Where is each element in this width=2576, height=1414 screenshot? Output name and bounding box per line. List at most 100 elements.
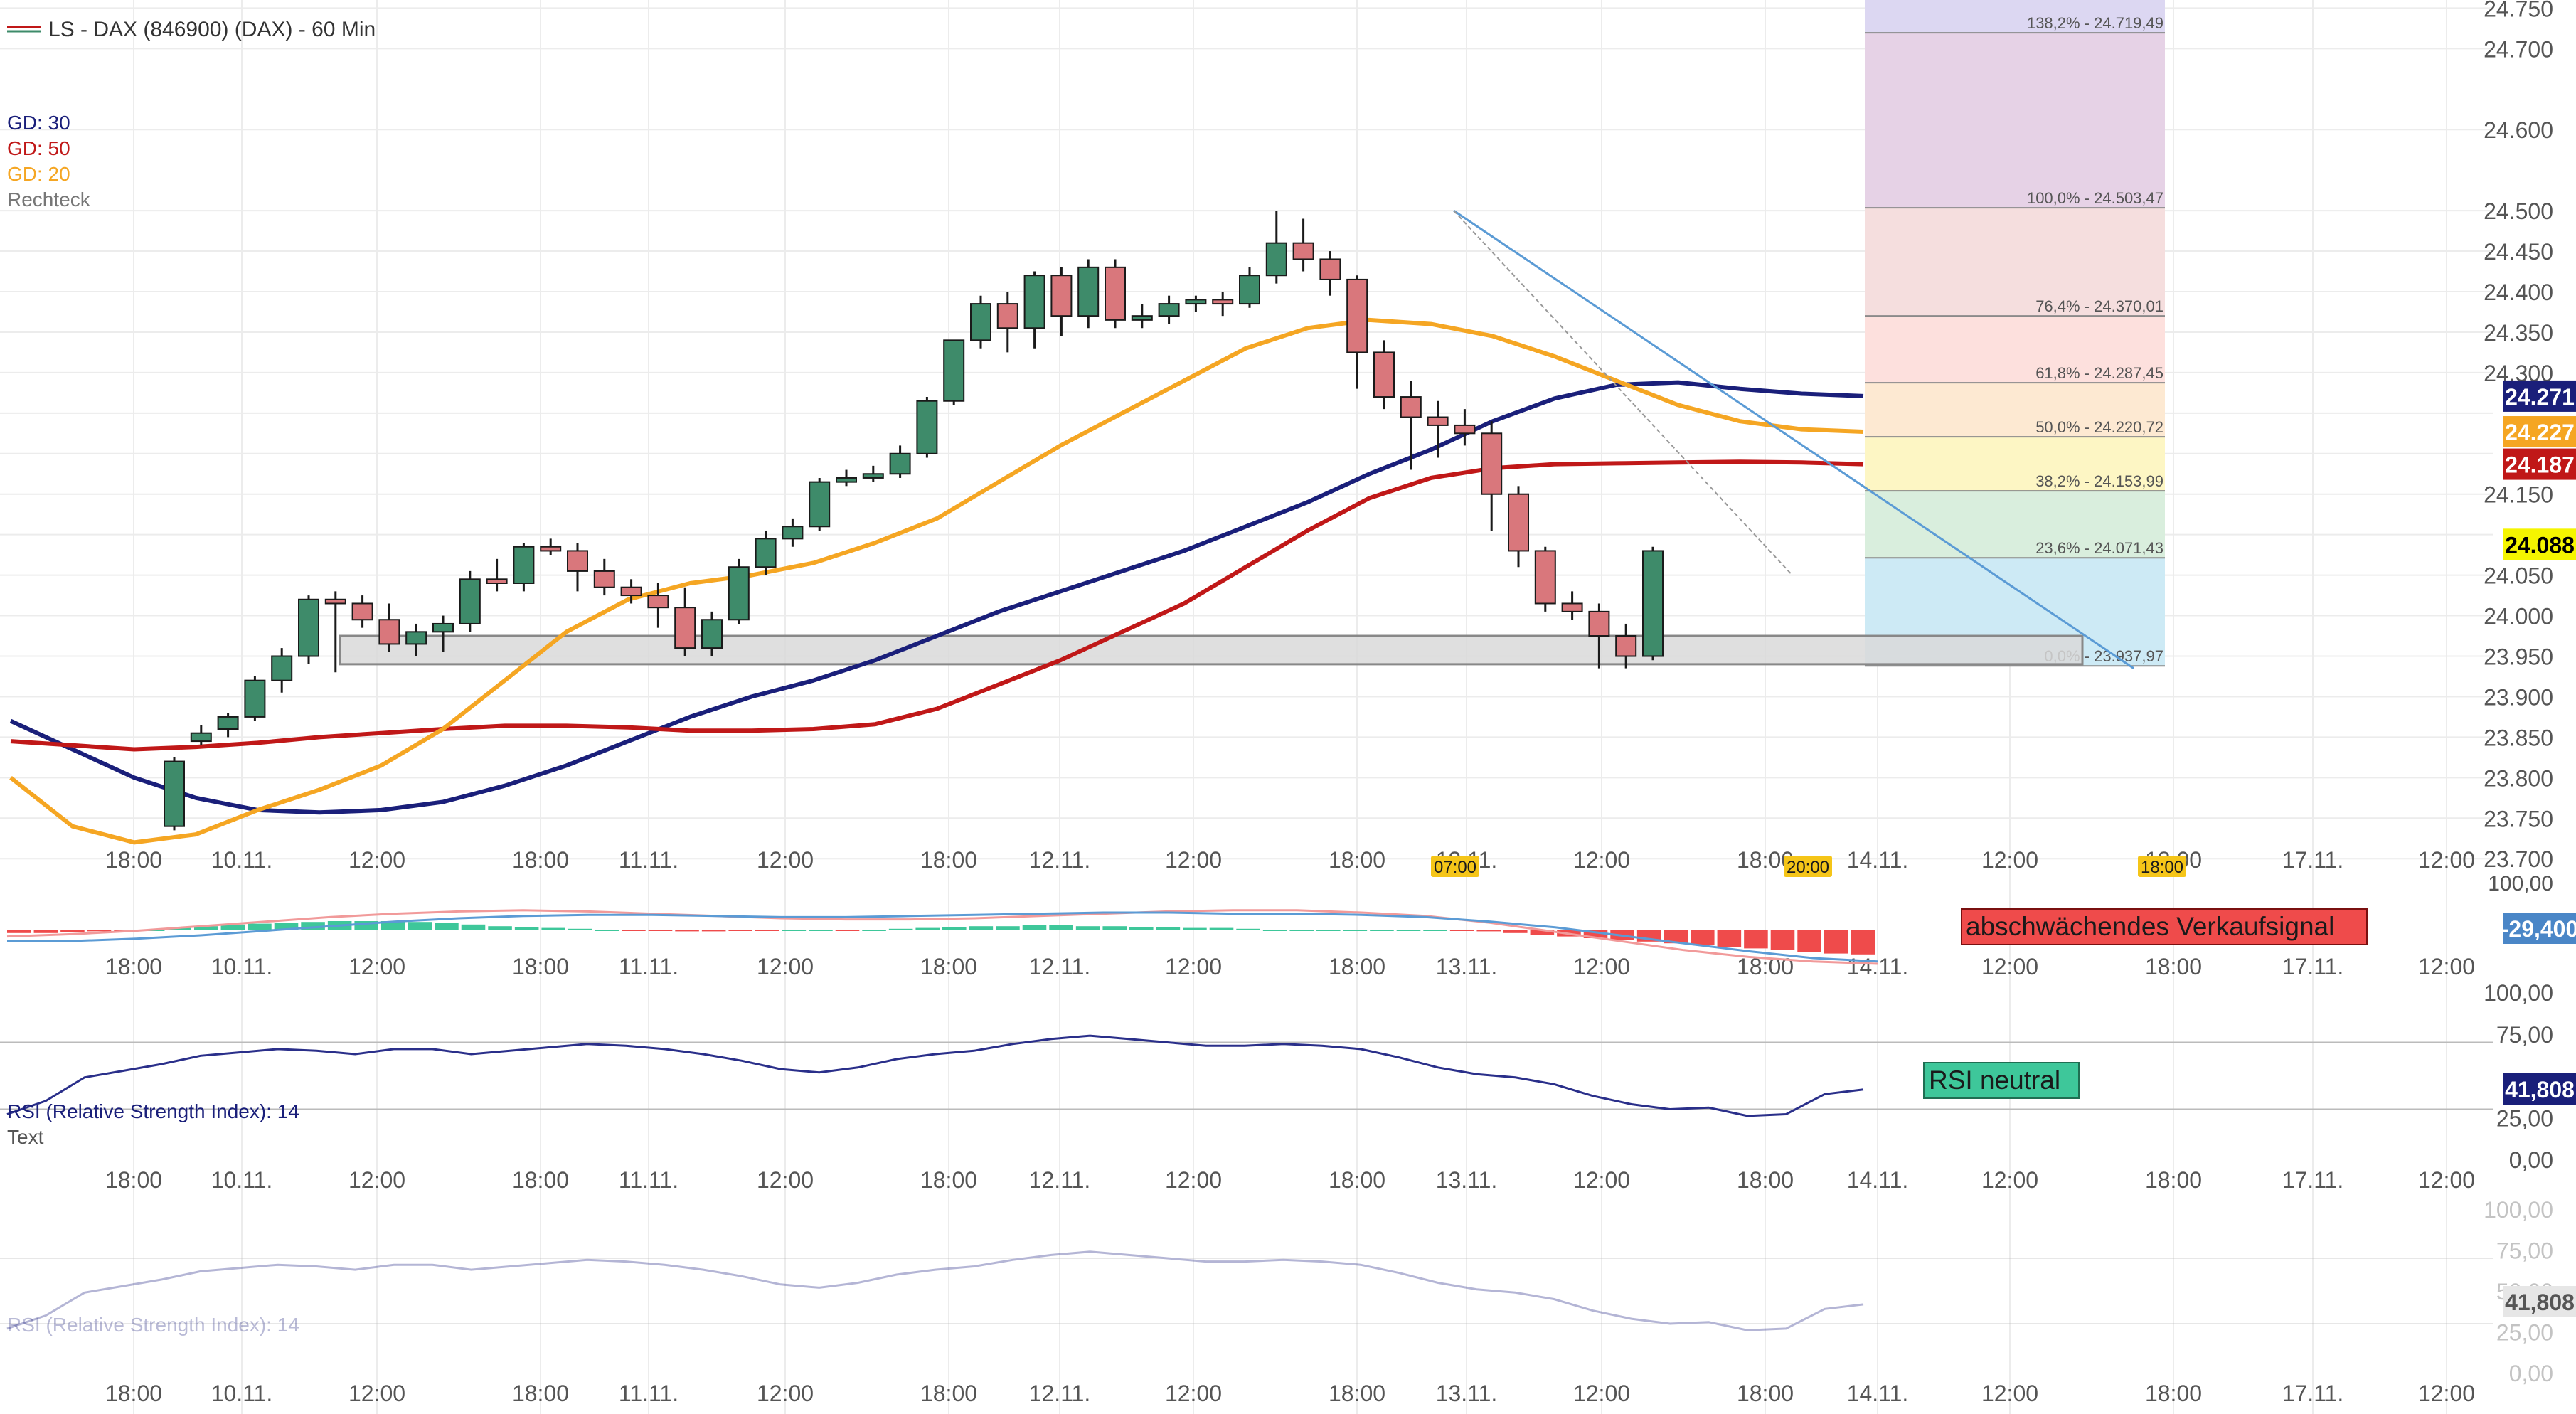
x-tick-label: 18:00 — [105, 847, 162, 873]
y-tick-label: 24.350 — [2484, 320, 2553, 346]
macd-histogram-bar — [648, 930, 673, 931]
legend-ma30[interactable]: GD: 30 — [7, 112, 70, 134]
candle-bull — [943, 339, 965, 402]
time-badge-label: 18:00 — [2141, 858, 2183, 877]
x-tick-label: 14.11. — [1847, 954, 1909, 979]
macd-histogram-bar — [782, 930, 807, 931]
rsi-sublabel: Text — [7, 1126, 44, 1148]
candle-bull — [459, 578, 481, 624]
macd-histogram-bar — [969, 926, 994, 930]
x-tick-label: 12:00 — [757, 847, 814, 873]
macd-annotation[interactable]: abschwächendes Verkaufsignal — [1961, 908, 2368, 945]
candle-bull — [1131, 315, 1153, 321]
x-tick-label: 18:00 — [512, 954, 569, 979]
price-badge-label: 24.271 — [2505, 384, 2575, 410]
x-tick-label: 12:00 — [1981, 1381, 2038, 1406]
legend-rectangle[interactable]: Rechteck — [7, 188, 91, 211]
macd-histogram-bar — [1824, 930, 1848, 954]
x-tick-label: 12:00 — [757, 1167, 814, 1193]
rsi-annotation[interactable]: RSI neutral — [1923, 1062, 2080, 1099]
macd-histogram-bar — [1691, 930, 1715, 945]
x-tick-label: 12.11. — [1029, 954, 1091, 979]
candle-bull — [190, 732, 212, 743]
x-tick-label: 10.11. — [211, 1381, 273, 1406]
y-tick-label: 23.700 — [2484, 846, 2553, 872]
x-tick-label: 11.11. — [619, 847, 678, 873]
chart-header: LS - DAX (846900) (DAX) - 60 Min GD: 30 … — [7, 18, 376, 211]
x-tick-label: 18:00 — [105, 1381, 162, 1406]
price-axes: 24.750 24.700 24.600 24.500 24.450 24.400 24.3… — [2484, 0, 2553, 872]
chart-title: LS - DAX (846900) (DAX) - 60 Min — [48, 18, 376, 41]
x-tick-label: 12:00 — [348, 1167, 405, 1193]
x-tick-label: 18:00 — [512, 847, 569, 873]
x-tick-label: 12:00 — [2418, 1167, 2475, 1193]
macd-histogram-bar — [1449, 930, 1474, 931]
macd-histogram-bar — [488, 926, 512, 930]
x-tick-label: 12:00 — [1573, 1381, 1630, 1406]
x-tick-label: 12:00 — [2418, 1381, 2475, 1406]
fib-level-label: 38,2% - 24.153,99 — [2035, 472, 2163, 490]
x-tick-label: 12:00 — [1573, 954, 1630, 979]
fib-level-label: 23,6% - 24.071,43 — [2035, 539, 2163, 557]
macd-histogram-bar — [7, 930, 31, 933]
candle-bear — [1212, 299, 1234, 305]
candle-bull — [916, 400, 938, 455]
rsi-label: RSI (Relative Strength Index): 14 — [7, 1100, 299, 1122]
macd-histogram-bar — [888, 928, 913, 930]
rsi2-y-tick: 75,00 — [2496, 1238, 2553, 1264]
macd-histogram-bar — [595, 930, 619, 931]
candle-bear — [1588, 610, 1610, 637]
price-badge — [2503, 528, 2576, 560]
candle-bull — [1185, 299, 1207, 305]
y-tick-label: 24.400 — [2484, 280, 2553, 305]
macd-histogram-bar — [862, 930, 886, 931]
x-tick-label: 13.11. — [1436, 1167, 1498, 1193]
x-tick-label: 12:00 — [1981, 847, 2038, 873]
candle-bear — [1105, 266, 1126, 321]
macd-histogram-bar — [1797, 930, 1821, 952]
trendline[interactable] — [1453, 209, 2134, 669]
candle-bull — [889, 452, 911, 475]
time-badge — [1431, 856, 1479, 877]
price-badge-label: 24.187 — [2505, 452, 2575, 478]
legend-ma50[interactable]: GD: 50 — [7, 137, 70, 159]
rsi2-y-tick: 25,00 — [2496, 1320, 2553, 1346]
candle-bull — [782, 526, 804, 540]
fib-level-label: 50,0% - 24.220,72 — [2035, 418, 2163, 436]
macd-histogram-bar — [1156, 927, 1181, 930]
macd-histogram-bar — [728, 930, 752, 931]
candle-bull — [217, 716, 239, 730]
x-tick-label: 18:00 — [920, 954, 977, 979]
rectangle-drawing[interactable] — [339, 634, 2084, 666]
x-tick-label: 13.11. — [1436, 954, 1498, 979]
macd-histogram-bar — [1744, 930, 1768, 949]
trendline-segment — [1453, 209, 2134, 669]
price-badge — [2503, 448, 2576, 480]
macd-histogram-bar — [1075, 926, 1100, 930]
legend-ma20[interactable]: GD: 20 — [7, 163, 70, 185]
price-badge — [2503, 416, 2576, 448]
candle-bull — [244, 679, 266, 718]
candle-bear — [1319, 258, 1341, 280]
macd-histogram-bar — [1717, 930, 1742, 947]
moving-averages — [9, 317, 1864, 845]
candle-bear — [351, 602, 373, 621]
x-tick-label: 12:00 — [757, 954, 814, 979]
x-tick-label: 10.11. — [211, 847, 273, 873]
y-tick-label: 24.050 — [2484, 563, 2553, 589]
candle-bull — [405, 631, 427, 645]
macd-histogram-bar — [435, 923, 459, 930]
fib-zone — [1865, 491, 2165, 558]
candle-bear — [674, 607, 696, 649]
fib-zone — [1865, 383, 2165, 437]
fibonacci-retracement[interactable]: 138,2% - 24.719,49 100,0% - 24.503,47 76,4… — [1865, 0, 2165, 667]
y-tick-label: 23.950 — [2484, 644, 2553, 670]
x-tick-label: 18:00 — [2145, 954, 2202, 979]
macd-histogram-bar — [942, 927, 967, 930]
x-tick-label: 18:00 — [920, 1381, 977, 1406]
macd-histogram-bar — [1530, 930, 1555, 935]
x-tick-label: 14.11. — [1847, 847, 1909, 873]
macd-histogram-bar — [1423, 930, 1447, 931]
x-tick-label: 18:00 — [105, 954, 162, 979]
x-tick-label: 12:00 — [1981, 954, 2038, 979]
